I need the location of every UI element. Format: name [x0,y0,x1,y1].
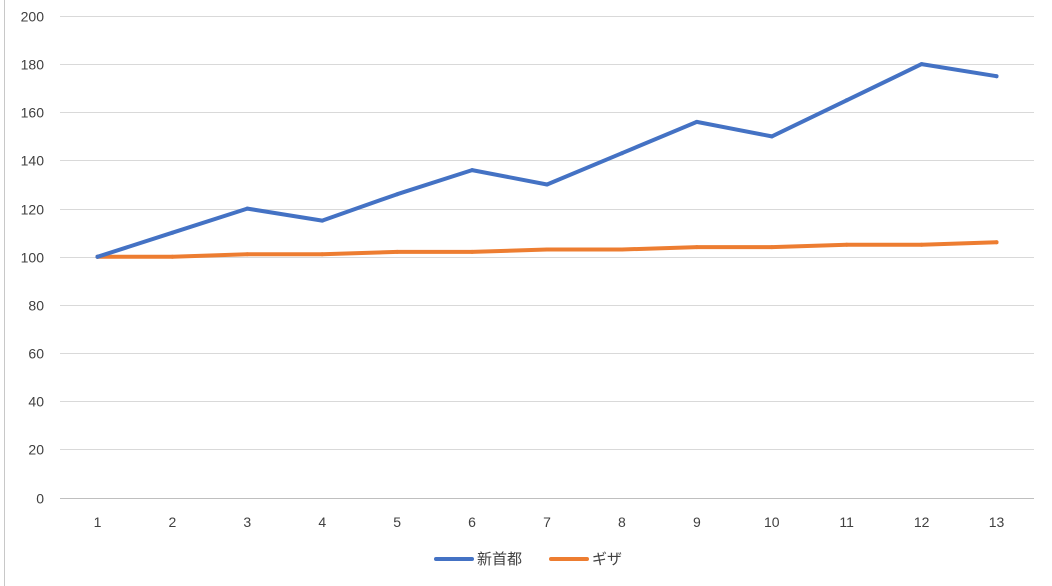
legend: 新首都 ギザ [434,550,622,568]
y-tick-label: 20 [28,442,44,458]
data-point [619,151,624,156]
data-point [994,74,999,79]
data-point [844,98,849,103]
data-point [619,247,624,252]
data-point [545,247,549,252]
y-tick-label: 60 [28,346,44,362]
data-point [919,242,924,247]
data-point [95,254,100,259]
x-tick-label: 12 [914,514,930,530]
data-point [769,134,774,139]
data-point [994,240,999,245]
x-tick-label: 13 [989,514,1005,530]
legend-label-0: 新首都 [477,550,522,568]
data-point [470,168,475,173]
x-tick-label: 11 [839,514,854,530]
x-tick-label: 10 [764,514,780,530]
x-tick-label: 4 [318,514,326,530]
y-tick-label: 40 [28,394,44,410]
data-point [320,252,325,257]
y-tick-label: 100 [21,250,45,266]
x-tick-label: 2 [168,514,176,530]
x-tick-label: 9 [693,514,701,530]
data-point [470,249,475,254]
data-point [245,252,250,257]
series-0 [95,62,999,259]
data-point [919,62,924,67]
data-point [844,242,849,247]
x-tick-label: 6 [468,514,476,530]
data-point [694,245,699,250]
y-tick-label: 0 [36,491,44,507]
data-point [170,230,175,235]
series-1 [95,240,999,259]
data-point [320,218,325,223]
x-tick-label: 7 [543,514,551,530]
data-point [245,206,250,211]
gridlines [60,16,1034,499]
data-point [769,245,774,250]
y-tick-label: 140 [21,153,45,169]
x-tick-label: 1 [94,514,102,530]
series-lines [95,62,999,259]
data-point [545,182,549,187]
y-axis-tick-labels: 0 20 40 60 80 100 120 140 160 180 200 [21,9,45,507]
y-tick-label: 180 [21,57,45,73]
x-tick-label: 3 [243,514,251,530]
data-point [170,254,175,259]
y-tick-label: 80 [28,298,44,314]
y-tick-label: 120 [21,202,45,218]
data-point [395,192,400,197]
y-tick-label: 160 [21,105,45,121]
x-tick-label: 8 [618,514,626,530]
x-axis-tick-labels: 1 2 3 4 5 6 7 8 9 10 11 12 13 [94,514,1005,530]
data-point [694,119,699,124]
x-tick-label: 5 [393,514,401,530]
y-tick-label: 200 [21,9,45,25]
legend-label-1: ギザ [592,550,622,568]
data-point [395,249,400,254]
